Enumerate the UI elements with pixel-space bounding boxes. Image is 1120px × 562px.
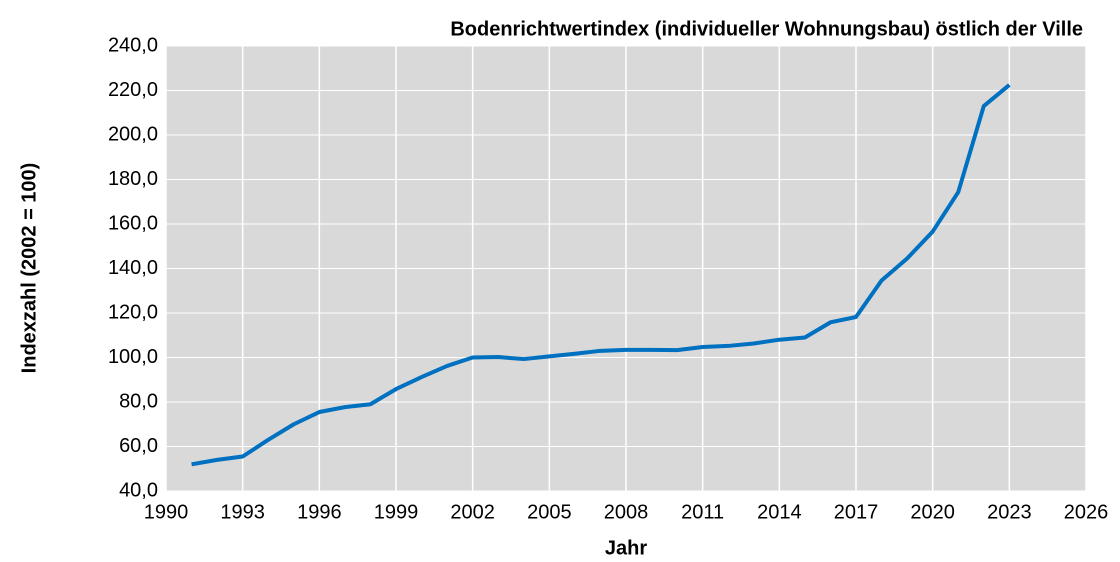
y-tick-label: 40,0	[119, 479, 158, 501]
y-tick-label: 60,0	[119, 435, 158, 457]
y-tick-label: 80,0	[119, 390, 158, 412]
x-tick-label: 2011	[681, 501, 724, 523]
chart-title: Bodenrichtwertindex (individueller Wohnu…	[450, 18, 1083, 40]
x-tick-label: 2017	[834, 501, 879, 523]
x-tick-label: 2002	[450, 501, 495, 523]
x-tick-label: 1993	[220, 501, 265, 523]
y-tick-label: 140,0	[108, 257, 158, 279]
x-tick-label: 1996	[297, 501, 342, 523]
y-tick-label: 160,0	[108, 212, 158, 234]
y-tick-label: 180,0	[108, 168, 158, 190]
y-tick-label: 100,0	[108, 346, 158, 368]
x-tick-label: 2023	[987, 501, 1032, 523]
y-tick-label: 200,0	[108, 123, 158, 145]
y-axis-label: Indexzahl (2002 = 100)	[18, 163, 40, 374]
y-tick-label: 220,0	[108, 79, 158, 101]
x-tick-label: 2005	[527, 501, 572, 523]
x-tick-label: 2020	[910, 501, 955, 523]
x-tick-label: 2026	[1064, 501, 1109, 523]
x-tick-label: 2014	[757, 501, 802, 523]
y-tick-label: 120,0	[108, 301, 158, 323]
x-tick-label: 1999	[374, 501, 419, 523]
x-tick-label: 2008	[604, 501, 649, 523]
y-tick-label: 240,0	[108, 34, 158, 56]
data-line	[191, 83, 1011, 467]
x-axis-label: Jahr	[605, 537, 647, 559]
x-tick-label: 1990	[144, 501, 189, 523]
